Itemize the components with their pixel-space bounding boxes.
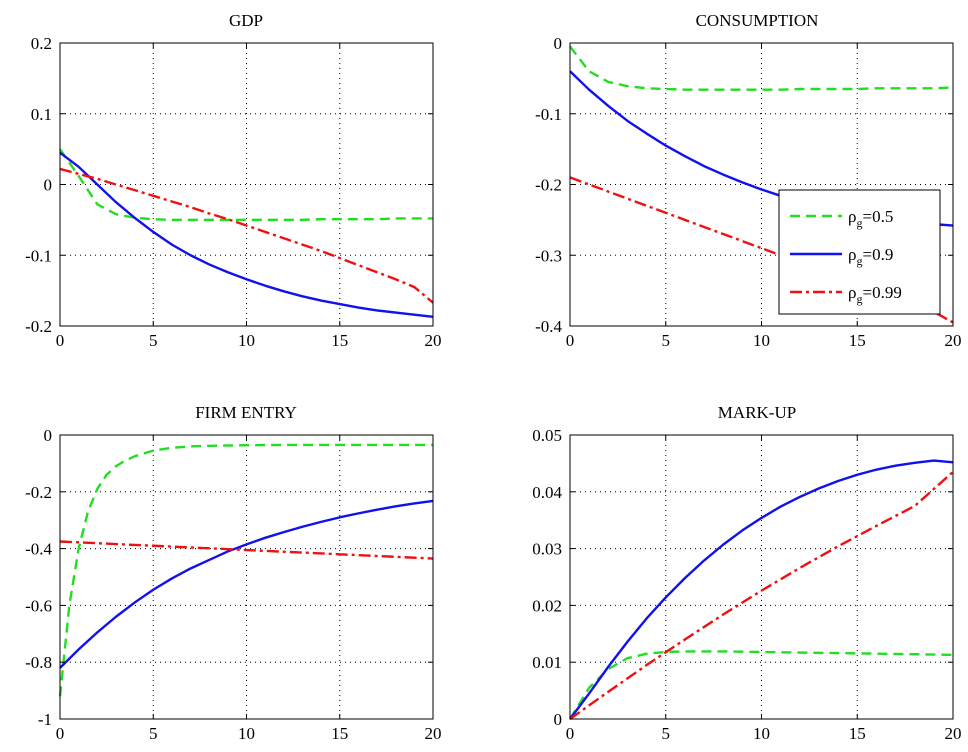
mark-up-grid — [570, 435, 953, 719]
gdp-grid — [60, 43, 433, 326]
gdp-series — [59, 148, 434, 318]
mark-up-series — [568, 459, 954, 720]
series-line-red-dashdot — [59, 540, 434, 560]
mark-up-axis-ticks: 0 5 10 15 20 0.05 0.04 0.03 0.02 0.01 0 — [532, 426, 961, 743]
firm-entry-series — [58, 443, 434, 697]
x-tick-label: 0 — [56, 724, 65, 743]
y-tick-label: -0.2 — [535, 176, 562, 195]
series-line-green-dashed — [568, 650, 954, 720]
firm-entry-plot-frame — [59, 434, 434, 720]
series-line-green-dashed — [59, 148, 433, 222]
y-tick-label: 0 — [44, 426, 53, 445]
series-line-blue-solid — [59, 499, 434, 669]
y-tick-label: -0.1 — [535, 105, 562, 124]
y-tick-label: 0 — [554, 710, 563, 729]
y-tick-label: 0.2 — [31, 34, 52, 53]
x-tick-label: 20 — [425, 331, 442, 350]
x-tick-label: 15 — [331, 331, 348, 350]
y-tick-label: -1 — [38, 710, 52, 729]
x-tick-label: 10 — [238, 331, 255, 350]
y-tick-label: 0.02 — [532, 596, 562, 615]
x-tick-label: 20 — [425, 724, 442, 743]
y-tick-label: -0.4 — [25, 540, 52, 559]
x-tick-label: 0 — [56, 331, 65, 350]
x-tick-label: 5 — [662, 331, 671, 350]
y-tick-label: 0 — [554, 34, 563, 53]
firm-entry-axis-ticks: 0 5 10 15 20 0 -0.2 -0.4 -0.6 -0.8 -1 — [25, 426, 441, 743]
x-tick-label: 0 — [566, 331, 575, 350]
legend-label-value: =0.9 — [862, 245, 893, 264]
consumption-chart-panel: CONSUMPTION 0 5 10 15 200-0.1-0.2-0.3-0.4 ρg… — [535, 11, 961, 350]
gdp-chart-title: GDP — [229, 11, 263, 30]
y-tick-label: -0.2 — [25, 317, 52, 336]
y-tick-label: 0.04 — [532, 483, 562, 502]
x-tick-label: 15 — [849, 331, 866, 350]
x-tick-label: 10 — [753, 724, 770, 743]
x-tick-label: 15 — [849, 724, 866, 743]
legend-box — [778, 189, 941, 315]
y-tick-label: 0.1 — [31, 105, 52, 124]
firm-entry-chart-panel: FIRM ENTRY 0 5 10 15 20 0 -0.2 -0.4 -0.6 -0.8 -1 — [25, 403, 441, 743]
firm-entry-grid — [60, 435, 433, 719]
legend-label-value: =0.5 — [862, 207, 893, 226]
y-tick-label: 0.05 — [532, 426, 562, 445]
legend: ρg=0.5 ρg=0.9 ρg=0.99 — [778, 189, 941, 315]
x-tick-label: 5 — [149, 331, 158, 350]
consumption-axis-ticks: 0 5 10 15 20 0 -0.1 -0.2 -0.3 -0.4 — [535, 34, 961, 350]
x-tick-label: 15 — [331, 724, 348, 743]
series-line-red-dashdot — [59, 167, 434, 304]
x-tick-label: 5 — [662, 724, 671, 743]
y-tick-label: -0.3 — [535, 246, 562, 265]
series-line-red-dashdot — [569, 471, 954, 720]
legend-label-value: =0.99 — [862, 283, 901, 302]
legend-label-rho-0.5: ρg=0.5 — [848, 207, 893, 230]
x-tick-label: 5 — [149, 724, 158, 743]
x-tick-label: 10 — [753, 331, 770, 350]
consumption-chart-title: CONSUMPTION — [696, 11, 819, 30]
legend-label-symbol: ρ — [848, 283, 856, 302]
series-line-blue-solid — [59, 151, 434, 318]
series-line-green-dashed — [58, 443, 433, 697]
y-tick-label: -0.4 — [535, 317, 562, 336]
legend-label-subscript: g — [856, 254, 862, 268]
x-tick-label: 20 — [945, 724, 962, 743]
firm-entry-chart-title: FIRM ENTRY — [195, 403, 297, 422]
mark-up-chart-panel: MARK-UP 0 5 10 15 20 0.05 0.04 0.03 0.02 0.01 0 — [532, 403, 961, 743]
gdp-axis-ticks: 0 5 10 15 20 0.2 0.1 0 -0.1 -0.2 — [25, 34, 441, 350]
gdp-chart-panel: GDP 0 5 10 15 20 0.2 0.1 0 -0.1 -0.2 — [25, 11, 441, 350]
y-tick-label: -0.2 — [25, 483, 52, 502]
y-tick-label: 0 — [44, 176, 53, 195]
legend-label-symbol: ρ — [848, 207, 856, 226]
y-tick-label: 0.01 — [532, 653, 562, 672]
mark-up-chart-title: MARK-UP — [718, 403, 796, 422]
y-tick-label: -0.1 — [25, 246, 52, 265]
legend-label-subscript: g — [856, 292, 862, 306]
y-tick-label: -0.8 — [25, 653, 52, 672]
series-line-blue-solid — [569, 459, 954, 720]
y-tick-label: 0.03 — [532, 540, 562, 559]
y-tick-label: -0.6 — [25, 596, 52, 615]
legend-label-symbol: ρ — [848, 245, 856, 264]
x-tick-label: 20 — [945, 331, 962, 350]
legend-entry-rho-0.9: ρg=0.9 — [790, 245, 893, 268]
x-tick-label: 10 — [238, 724, 255, 743]
x-tick-label: 0 — [566, 724, 575, 743]
legend-label-rho-0.9: ρg=0.9 — [848, 245, 893, 268]
legend-entry-rho-0.99: ρg=0.99 — [790, 283, 902, 306]
legend-label-rho-0.99: ρg=0.99 — [848, 283, 902, 306]
legend-entry-rho-0.5: ρg=0.5 — [790, 207, 893, 230]
legend-label-subscript: g — [856, 216, 862, 230]
mark-up-plot-frame — [569, 434, 954, 720]
